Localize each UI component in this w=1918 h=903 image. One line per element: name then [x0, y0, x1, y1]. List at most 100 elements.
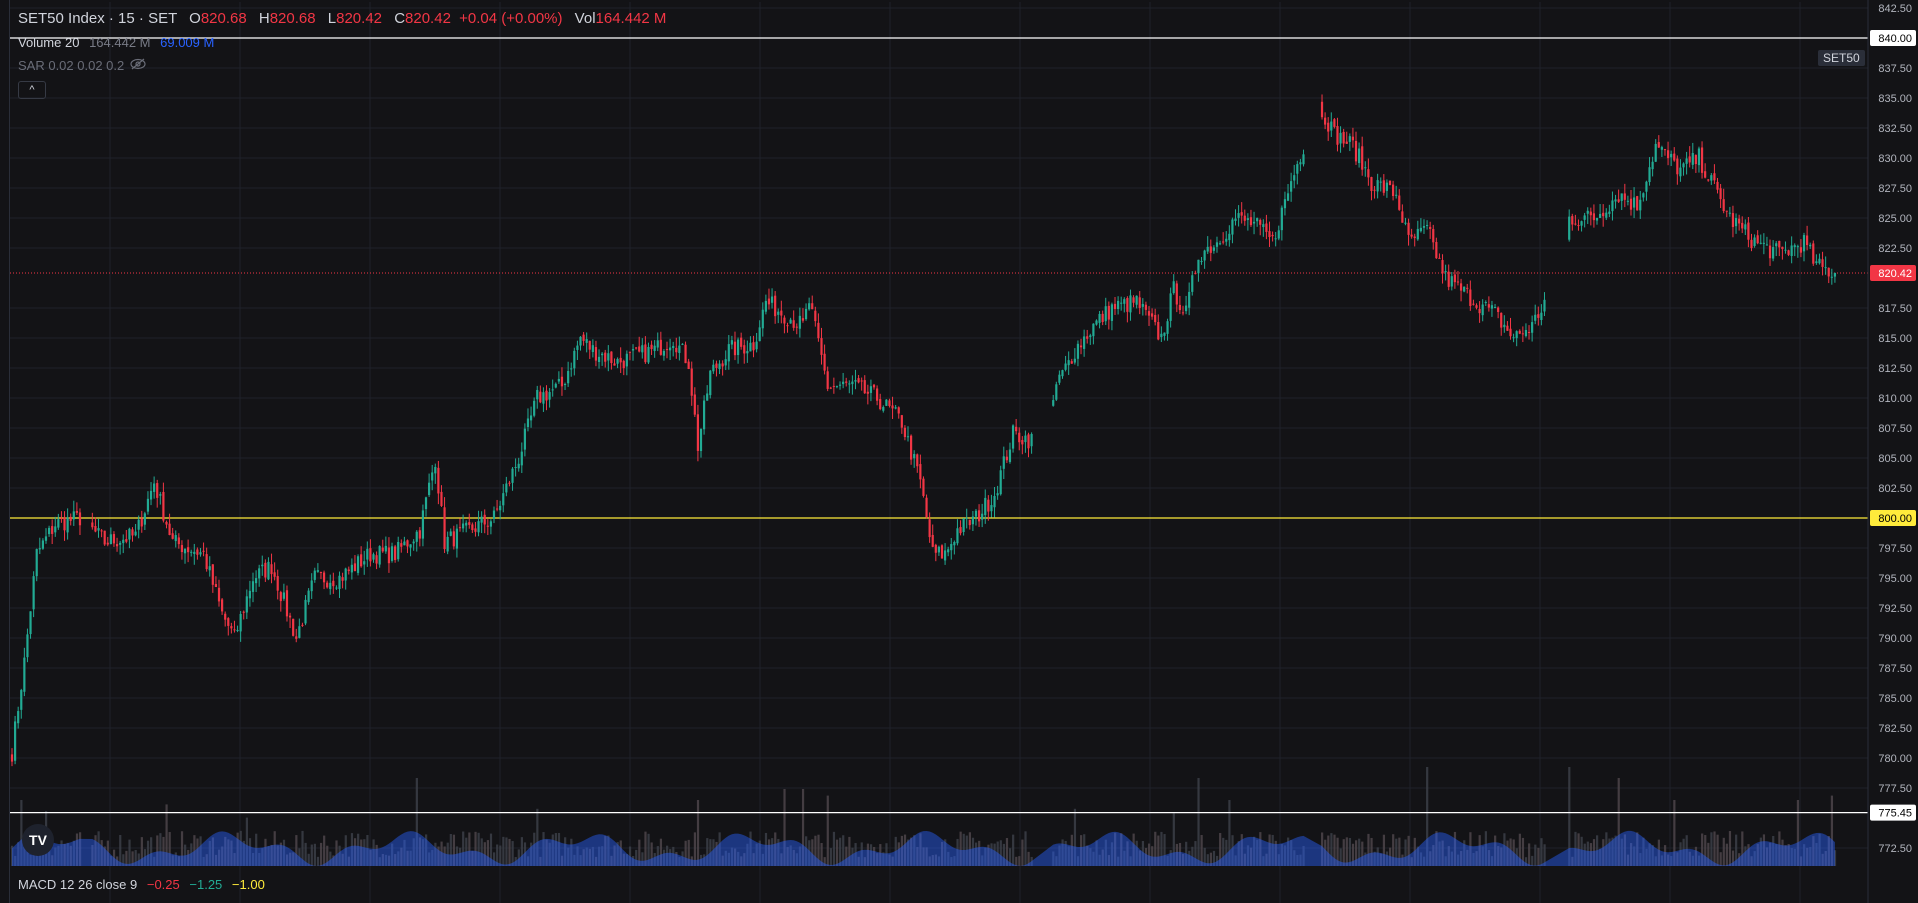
candle-body — [187, 547, 190, 553]
candle-body — [699, 428, 703, 452]
price-tag-label: 840.00 — [1878, 33, 1912, 45]
volume-bar — [347, 856, 350, 866]
volume-bar — [474, 831, 477, 866]
sar-indicator-label[interactable]: SAR 0.02 0.02 0.2 — [18, 58, 125, 73]
candle-body — [1150, 313, 1154, 317]
volume-bar — [112, 849, 116, 866]
candle-body — [13, 721, 17, 761]
volume-bar — [462, 831, 465, 866]
candle-body — [1524, 330, 1528, 337]
volume-bar — [1215, 855, 1219, 866]
volume-bar — [882, 852, 885, 866]
volume-bar — [489, 833, 493, 866]
volume-bar — [1435, 831, 1438, 866]
candle-body — [1268, 231, 1271, 238]
volume-bar — [1750, 856, 1753, 866]
candle-body — [1336, 126, 1339, 145]
volume-bar — [1793, 848, 1796, 866]
volume-bar — [332, 855, 335, 866]
volume-bar — [1163, 834, 1166, 866]
volume-bar — [1620, 838, 1623, 866]
volume-bar — [415, 778, 418, 866]
volume-bar — [1392, 834, 1395, 866]
macd-indicator-label[interactable]: MACD 12 26 close 9 — [18, 877, 138, 892]
volume-bar — [1626, 854, 1630, 866]
candle-body — [1160, 333, 1163, 338]
symbol-title[interactable]: SET50 Index · 15 · SET — [18, 10, 177, 27]
candle-body — [1589, 211, 1592, 216]
candle-body — [344, 568, 347, 581]
volume-bar — [1472, 852, 1475, 866]
volume-bar — [1438, 841, 1441, 866]
volume-bar — [931, 855, 934, 866]
price-tick-label: 815.00 — [1878, 333, 1912, 345]
volume-bar — [625, 854, 629, 866]
volume-bar — [873, 846, 876, 866]
candle-body — [1055, 384, 1058, 400]
volume-bar — [1787, 844, 1790, 866]
candle-body — [1821, 259, 1824, 267]
candle-body — [326, 582, 329, 588]
symbol-legend[interactable]: SET50 Index · 15 · SET O820.68 H820.68 L… — [18, 10, 666, 27]
candle-body — [1147, 311, 1151, 316]
candle-body — [1296, 164, 1299, 174]
volume-bar — [974, 842, 978, 866]
volume-bar — [387, 855, 391, 866]
vol-label: Vol — [574, 10, 596, 27]
candle-body — [1286, 193, 1290, 201]
candle-body — [557, 378, 560, 382]
volume-bar — [570, 838, 573, 866]
volume-bar — [1608, 838, 1611, 866]
volume-bar — [91, 844, 94, 866]
candle-body — [1361, 146, 1364, 170]
candle-body — [1583, 215, 1586, 220]
candle-body — [1818, 258, 1821, 264]
candle-body — [1694, 154, 1697, 165]
candle-body — [758, 327, 761, 342]
candle-body — [517, 463, 520, 469]
volume-bar — [230, 840, 233, 866]
candle-body — [375, 555, 378, 564]
candle-body — [480, 516, 483, 523]
volume-bar — [696, 800, 700, 866]
candle-body — [477, 521, 480, 533]
volume-bar — [1055, 856, 1058, 866]
collapse-legend-button[interactable]: ^ — [18, 81, 46, 99]
volume-bar — [1231, 835, 1234, 866]
candle-body — [1252, 221, 1256, 224]
volume-bar — [712, 839, 715, 866]
tradingview-logo[interactable]: TV — [22, 824, 54, 856]
candle-body — [1531, 322, 1534, 333]
eye-hidden-icon[interactable] — [130, 58, 146, 70]
volume-bar — [715, 841, 718, 866]
candle-body — [10, 754, 14, 762]
candle-body — [347, 569, 350, 572]
volume-bar — [171, 855, 174, 866]
candle-body — [913, 454, 916, 459]
volume-bar — [554, 833, 557, 866]
sar-legend[interactable]: SAR 0.02 0.02 0.2 — [18, 58, 124, 73]
candle-body — [316, 570, 319, 572]
price-tick-label: 812.50 — [1878, 363, 1912, 375]
volume-bar — [1651, 845, 1654, 866]
volume-bar — [1027, 851, 1030, 866]
volume-indicator-label[interactable]: Volume 20 — [18, 35, 80, 50]
candle-body — [1206, 246, 1209, 252]
volume-bar — [1765, 847, 1769, 866]
candle-body — [298, 626, 301, 638]
candle-body — [1191, 275, 1194, 292]
candle-body — [165, 521, 168, 525]
volume-bar — [316, 856, 320, 866]
candle-body — [1670, 153, 1673, 158]
volume-bar — [122, 854, 125, 866]
macd-legend[interactable]: MACD 12 26 close 9 −0.25 −1.25 −1.00 — [18, 877, 265, 892]
candle-body — [69, 516, 72, 521]
candle-body — [770, 296, 774, 303]
volume-legend[interactable]: Volume 20 164.442 M 69.009 M — [18, 35, 214, 50]
candle-body — [1756, 235, 1759, 244]
candle-body — [177, 537, 180, 545]
volume-bar — [1370, 837, 1373, 866]
volume-bar — [1253, 836, 1256, 866]
candle-body — [610, 351, 613, 364]
